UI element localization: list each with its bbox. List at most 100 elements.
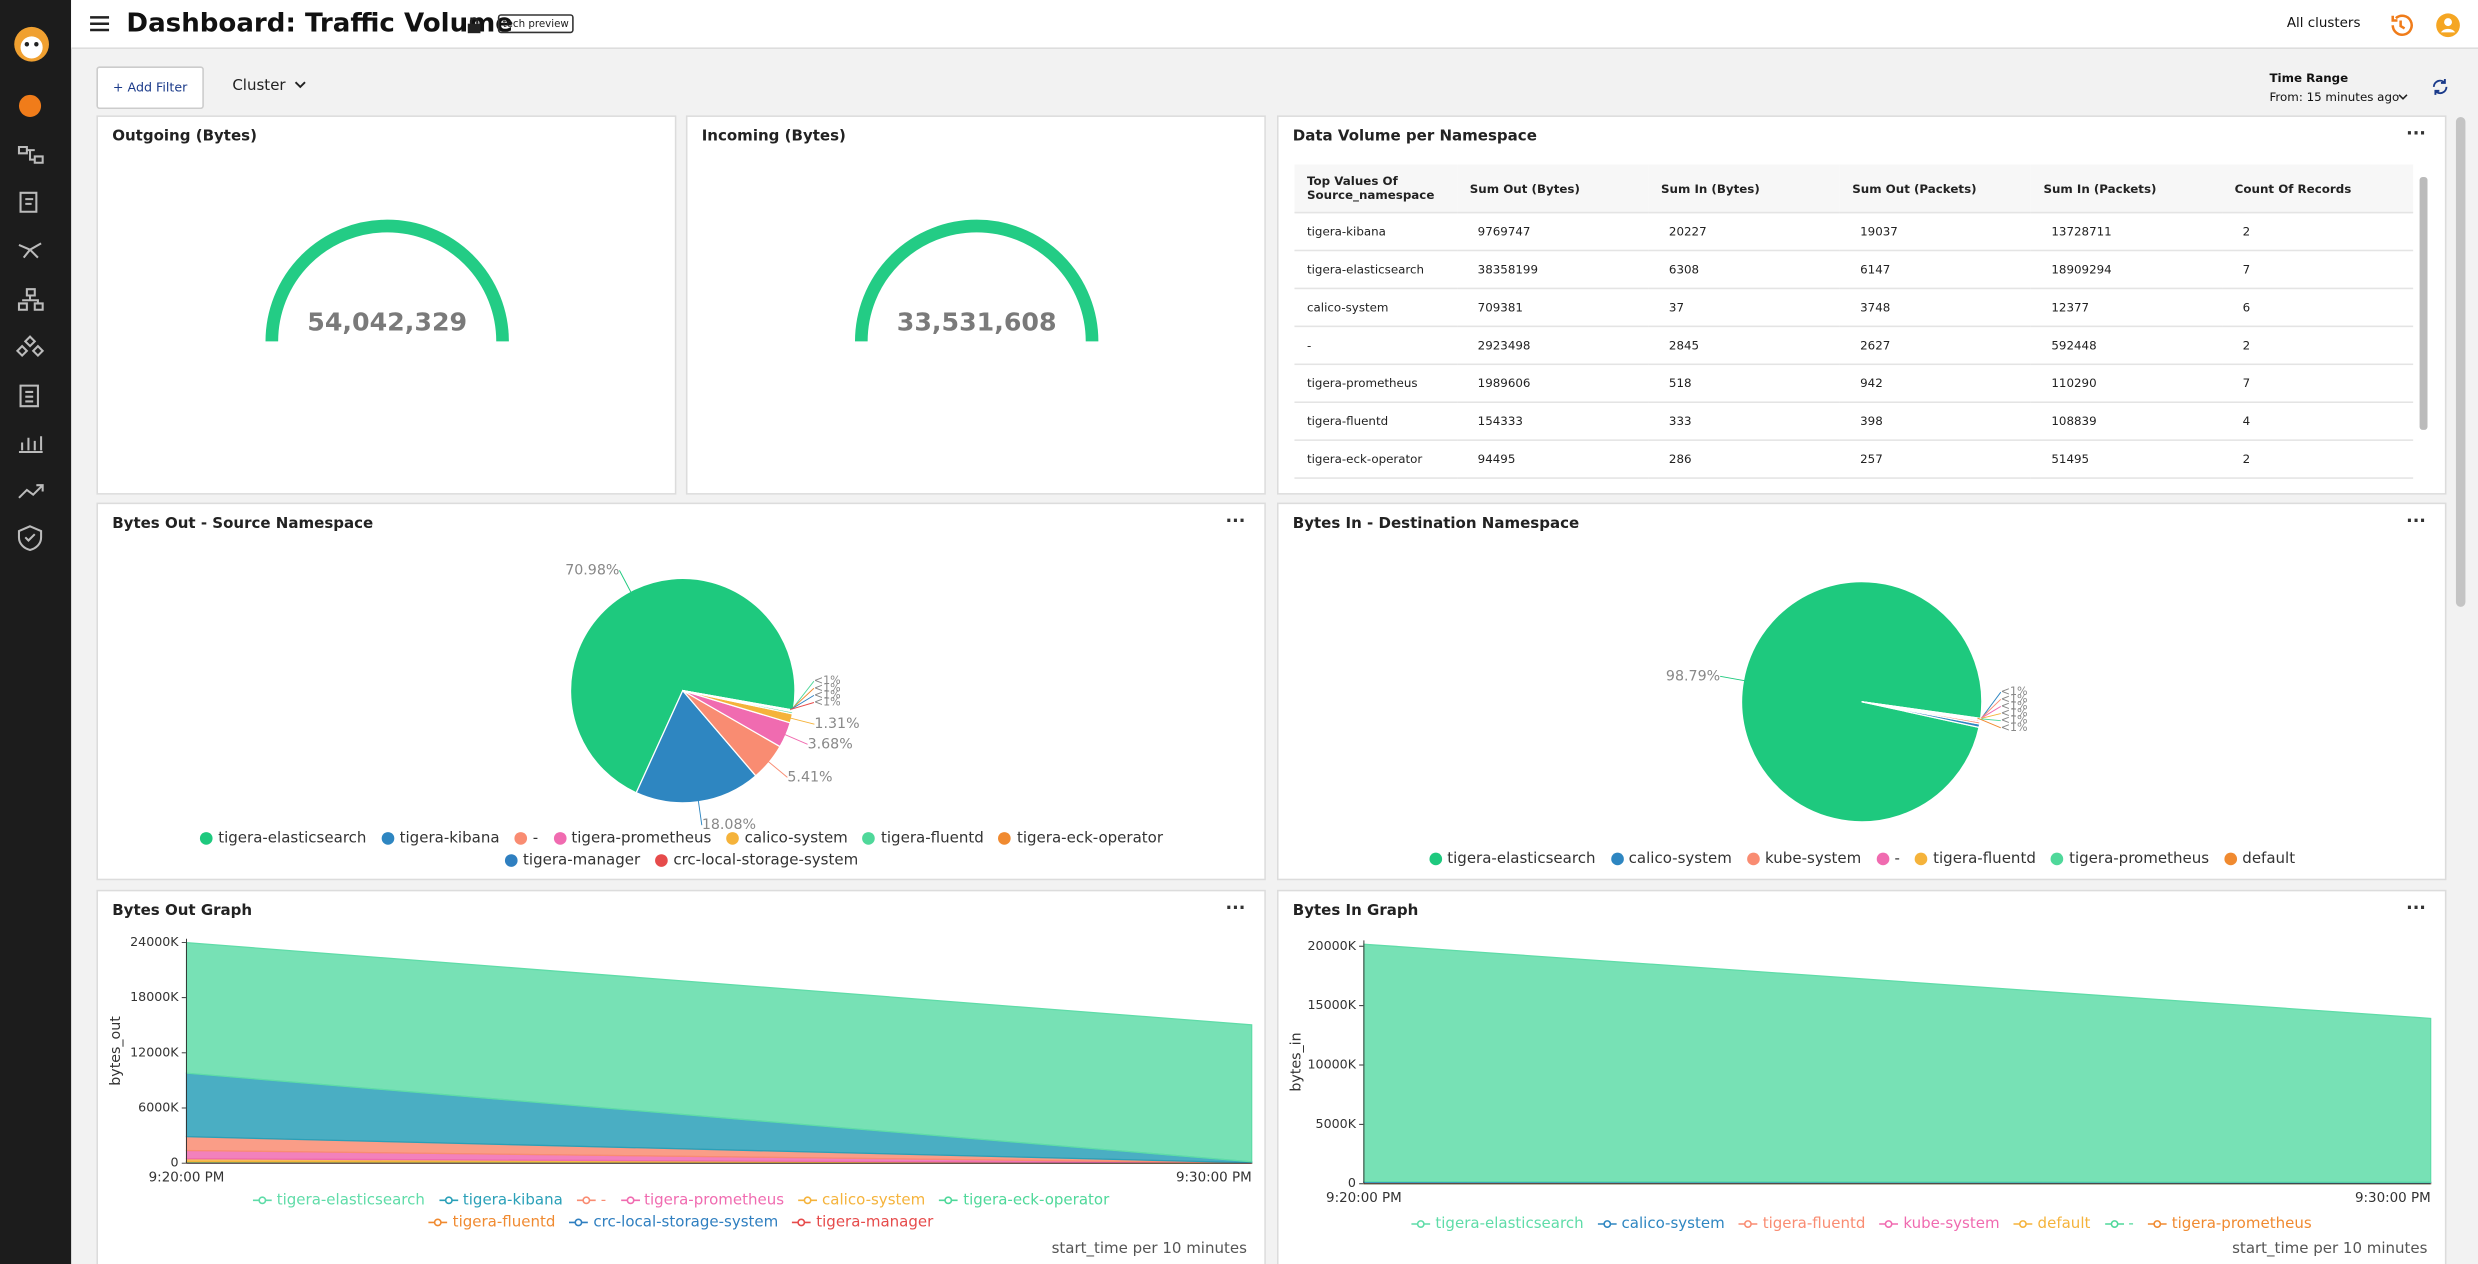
x-axis-label: start_time per 10 minutes (1052, 1239, 1248, 1258)
page-title: Dashboard: Traffic Volume (126, 7, 514, 38)
add-filter-button[interactable]: + Add Filter (96, 66, 204, 110)
legend-dot (258, 1196, 267, 1205)
time-range-picker[interactable]: From: 15 minutes ago (2269, 90, 2400, 105)
table-cell: 18909294 (2030, 249, 2223, 289)
legend-label: tigera-fluentd (880, 829, 984, 848)
legend-swatch (2050, 852, 2064, 866)
legend-item[interactable]: tigera-elasticsearch (1428, 850, 1595, 868)
user-icon[interactable] (2434, 11, 2462, 39)
nav-reports[interactable] (19, 384, 39, 408)
table-cell: 44 (1648, 477, 1840, 490)
table-cell: 12377 (2030, 287, 2223, 327)
refresh-button[interactable] (2431, 77, 2450, 96)
cluster-filter[interactable]: Cluster (232, 77, 286, 95)
chart: 0 6000K 12000K 18000K 24000K 9:20:00 PM 9:30:0… (108, 934, 1253, 1258)
cluster-selector[interactable]: All clusters (2286, 15, 2361, 32)
legend-item[interactable]: tigera-elasticsearch (252, 1192, 425, 1209)
table-cell: 2 (2222, 211, 2414, 251)
legend-item[interactable]: calico-system (798, 1192, 925, 1209)
column-header: Sum Out (Bytes) (1469, 180, 1580, 196)
legend-item[interactable]: tigera-elasticsearch (1411, 1215, 1584, 1233)
table-row: tigera-prometheus 1989606 518 942 110290 7 (1294, 363, 2414, 403)
nav-hierarchy[interactable] (17, 288, 44, 311)
legend-item[interactable]: tigera-kibana (381, 830, 500, 847)
preview-badge: tech preview (497, 14, 574, 34)
legend-item[interactable]: tigera-kibana (439, 1192, 563, 1209)
legend-item[interactable]: - (1876, 850, 1900, 868)
legend-label: tigera-prometheus (2171, 1215, 2312, 1233)
legend-item[interactable]: default (2223, 850, 2295, 868)
legend-item[interactable]: calico-system (1597, 1215, 1725, 1233)
panel-menu[interactable]: ··· (2406, 123, 2426, 144)
legend-item[interactable]: tigera-fluentd (428, 1214, 555, 1231)
panel-menu[interactable]: ··· (2406, 510, 2426, 532)
menu-button[interactable] (89, 13, 111, 35)
legend-dot (726, 832, 740, 845)
panel-menu[interactable]: ··· (1225, 510, 1246, 532)
legend-item[interactable]: tigera-eck-operator (998, 830, 1163, 847)
legend-dot (655, 854, 668, 867)
legend-dot (1746, 852, 1760, 866)
legend-swatch (798, 1196, 818, 1205)
legend-item[interactable]: crc-local-storage-system (569, 1214, 778, 1231)
legend-item[interactable]: tigera-fluentd (1914, 850, 2036, 868)
slice-label: 70.98% (565, 562, 619, 578)
legend-item[interactable]: tigera-prometheus (552, 830, 711, 847)
table-cell: 257 (1839, 439, 2031, 479)
legend-swatch (381, 832, 395, 845)
legend-item[interactable]: calico-system (1610, 850, 1732, 868)
table-cell: 286 (1648, 439, 1840, 479)
legend-item[interactable]: tigera-fluentd (1738, 1215, 1865, 1233)
legend-item[interactable]: default (2013, 1215, 2090, 1233)
history-icon[interactable] (2386, 11, 2414, 39)
nav-trends[interactable] (18, 484, 44, 499)
page-scrollbar[interactable] (2455, 116, 2466, 607)
legend-item[interactable]: kube-system (1746, 850, 1861, 868)
panel-menu[interactable]: ··· (2406, 897, 2426, 919)
table-cell: - (1294, 325, 1458, 365)
legend-item[interactable]: tigera-prometheus (2147, 1215, 2312, 1233)
nav-service-graph[interactable] (17, 145, 44, 164)
legend-item[interactable]: calico-system (726, 830, 848, 847)
legend-item[interactable]: tigera-prometheus (2050, 850, 2210, 868)
nav-stats[interactable] (18, 436, 43, 454)
scrollbar[interactable] (2419, 177, 2428, 430)
y-axis-label: bytes_out (108, 1016, 124, 1086)
legend-swatch (1879, 1220, 1899, 1228)
legend-swatch (2104, 1220, 2124, 1228)
column-header: Sum Out (Packets) (1852, 180, 1977, 196)
y-tick-label: 6000K (138, 1099, 179, 1114)
table-cell: 7 (2222, 249, 2414, 289)
legend-dot (1417, 1220, 1426, 1228)
legend-dot (1885, 1220, 1894, 1228)
legend-item[interactable]: - (577, 1192, 606, 1209)
legend-item[interactable]: tigera-prometheus (620, 1192, 784, 1209)
legend-label: calico-system (822, 1191, 926, 1210)
pie-panel: Bytes In - Destination Namespace ··· 98.79… (1276, 502, 2447, 881)
nav-endpoints[interactable] (18, 242, 42, 259)
table-cell: tigera-prometheus (1294, 363, 1458, 403)
panel-menu[interactable]: ··· (1225, 897, 1246, 919)
nav-dashboard[interactable] (18, 94, 42, 117)
table-row: tigera-fluentd 154333 333 398 108839 4 (1294, 401, 2414, 441)
legend-item[interactable]: kube-system (1879, 1215, 2000, 1233)
legend-item[interactable]: - (2104, 1215, 2134, 1233)
legend-item[interactable]: crc-local-storage-system (654, 852, 858, 869)
legend-item[interactable]: tigera-eck-operator (939, 1192, 1109, 1209)
legend-item[interactable]: tigera-manager (504, 852, 640, 869)
table-cell: 518 (1648, 363, 1840, 403)
nav-compliance[interactable] (17, 525, 43, 552)
column-header: Top Values Of Source_namespace (1306, 173, 1435, 203)
nav-policies[interactable] (19, 191, 38, 213)
legend-item[interactable]: tigera-manager (792, 1214, 933, 1231)
area-panel: Bytes In Graph ··· 0 5000K 10000K 15000K 20000… (1276, 889, 2447, 1264)
legend-item[interactable]: - (514, 830, 538, 847)
legend-dot (381, 832, 395, 845)
pie-slice (1861, 701, 1982, 720)
legend-item[interactable]: tigera-fluentd (862, 830, 984, 847)
legend-label: tigera-prometheus (2069, 850, 2210, 868)
legend-item[interactable]: tigera-elasticsearch (199, 830, 366, 847)
table-cell: 150 (1839, 477, 2031, 490)
table-cell: 94495 (1457, 439, 1649, 479)
nav-nodes[interactable] (15, 335, 45, 358)
